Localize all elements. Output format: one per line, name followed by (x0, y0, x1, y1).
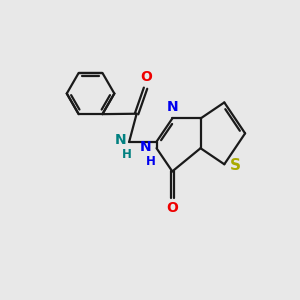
Text: N: N (140, 140, 151, 154)
Text: N: N (115, 134, 127, 148)
Text: H: H (146, 155, 156, 168)
Text: N: N (167, 100, 178, 114)
Text: S: S (230, 158, 241, 173)
Text: O: O (167, 201, 178, 215)
Text: H: H (122, 148, 132, 161)
Text: O: O (140, 70, 152, 84)
